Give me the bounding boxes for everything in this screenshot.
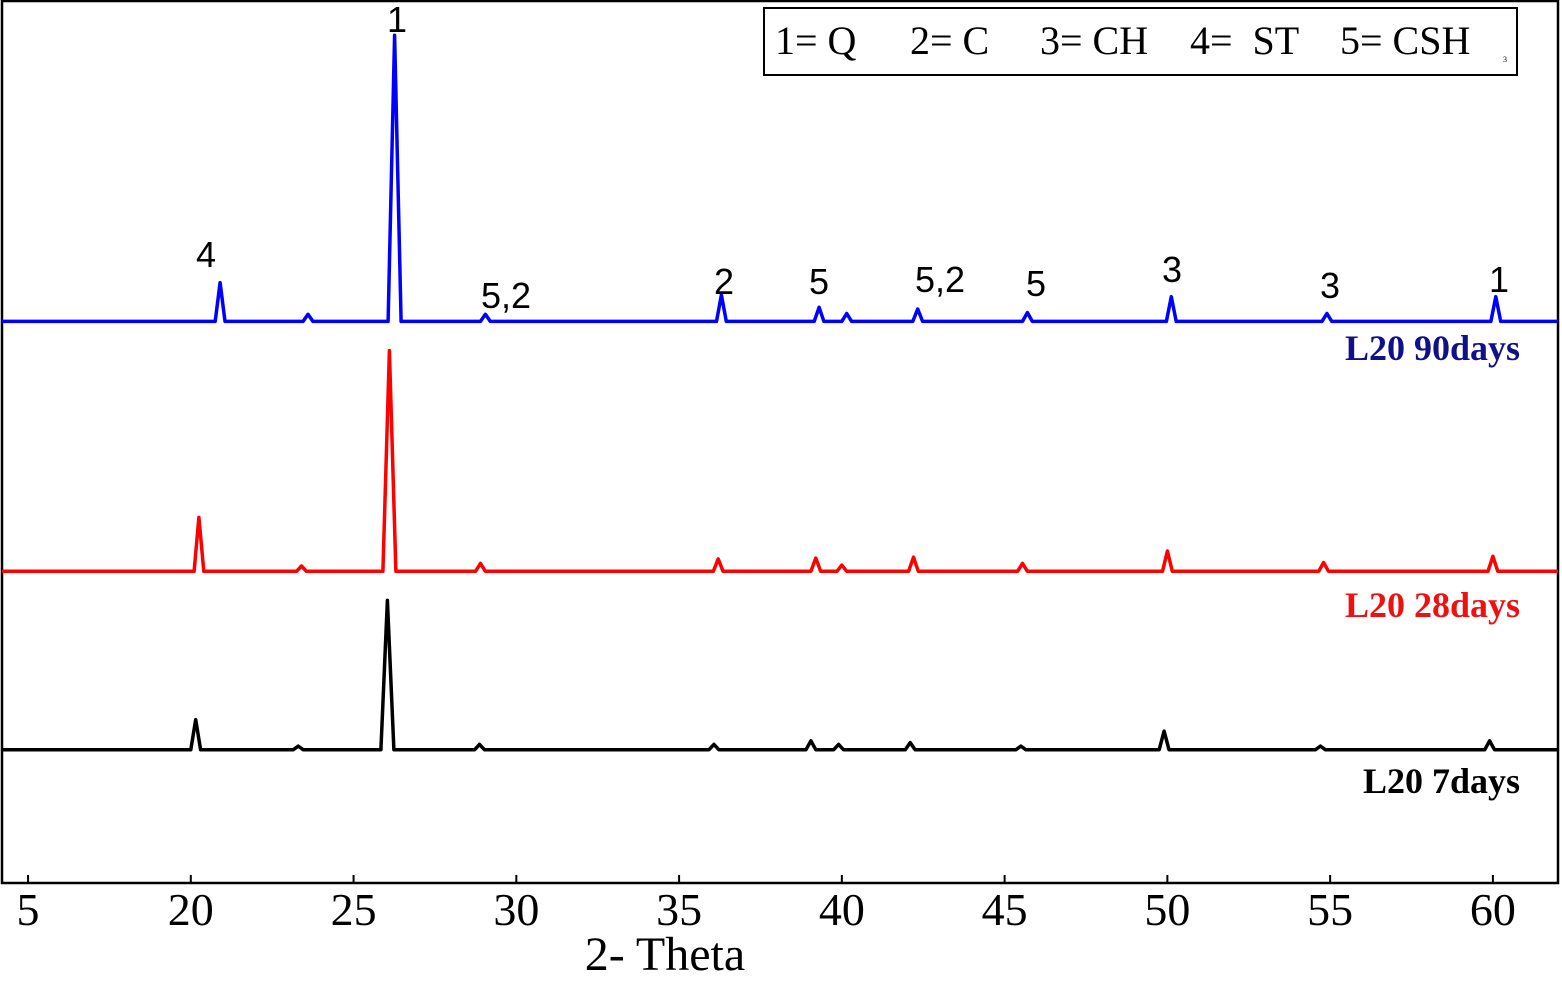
series-label: L20 90days <box>1345 328 1520 368</box>
peak-annotation: 5 <box>809 261 829 302</box>
legend-text: 4= ST <box>1190 18 1299 63</box>
x-tick-label: 55 <box>1307 884 1353 935</box>
peak-annotation: 1 <box>1489 259 1509 300</box>
x-tick-label: 5 <box>17 884 40 935</box>
series-label: L20 28days <box>1345 585 1520 625</box>
x-axis-label: 2- Theta <box>585 928 745 981</box>
x-tick-label: 40 <box>819 884 865 935</box>
x-tick-label: 45 <box>982 884 1028 935</box>
x-tick-label: 35 <box>656 884 702 935</box>
x-tick-label: 25 <box>331 884 377 935</box>
peak-annotation: 4 <box>196 234 216 275</box>
legend-text: 3 <box>1503 55 1507 64</box>
legend-box <box>763 7 1518 76</box>
legend-text: 5= CSH <box>1340 18 1470 63</box>
peak-annotation: 3 <box>1320 265 1340 306</box>
peak-annotation: 5,2 <box>915 259 965 300</box>
x-tick-label: 60 <box>1470 884 1516 935</box>
x-tick-label: 20 <box>168 884 214 935</box>
legend-text: 2= C <box>910 18 989 63</box>
series-line <box>2 348 1558 574</box>
peak-annotation: 1 <box>387 0 407 40</box>
legend-text: 1= Q <box>775 18 857 63</box>
x-tick-label: 30 <box>493 884 539 935</box>
series-label: L20 7days <box>1363 761 1520 801</box>
peak-annotation: 5 <box>1026 263 1046 304</box>
series-line <box>2 598 1558 752</box>
legend-text: 3= CH <box>1040 18 1148 63</box>
x-tick-label: 50 <box>1144 884 1190 935</box>
peak-annotation: 5,2 <box>481 275 531 316</box>
peak-annotation: 2 <box>714 261 734 302</box>
series-line <box>2 33 1558 324</box>
plot-frame <box>0 0 1560 885</box>
peak-annotation: 3 <box>1162 249 1182 290</box>
